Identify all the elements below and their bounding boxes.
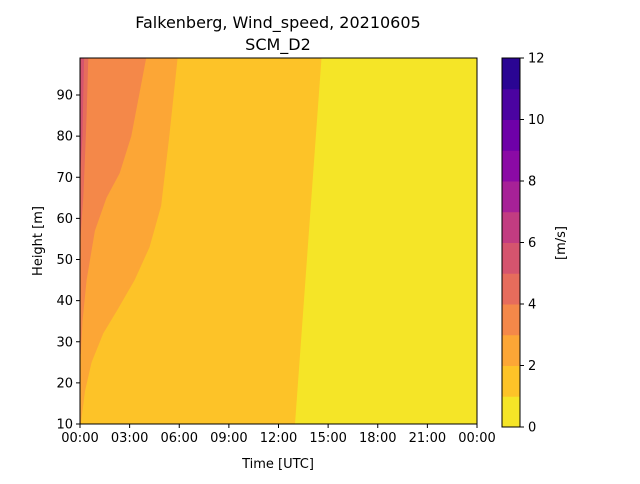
x-tick-label: 00:00 [458,431,495,446]
x-axis-label: Time [UTC] [241,457,314,472]
x-tick-label: 21:00 [409,431,446,446]
colorbar-segment [502,58,520,90]
y-tick-label: 80 [56,130,73,145]
y-axis: 10 20 30 40 50 60 70 80 90 [56,89,80,433]
colorbar-segment [502,150,520,182]
colorbar-segment [502,181,520,213]
y-tick-label: 40 [56,294,73,309]
contour-band-5-6 [80,58,85,211]
colorbar-segment [502,242,520,274]
x-tick-label: 06:00 [161,431,198,446]
colorbar-tick-label: 8 [528,175,536,190]
colorbar-segment [502,119,520,151]
x-tick-label: 18:00 [359,431,396,446]
colorbar-tick-label: 10 [528,113,545,128]
colorbar-segment [502,88,520,120]
y-tick-label: 10 [56,418,73,433]
contour-band-3-4 [80,58,147,355]
colorbar-segment [502,365,520,397]
chart-subtitle: SCM_D2 [245,35,311,55]
colorbar-tick-label: 4 [528,298,536,313]
colorbar-label: [m/s] [554,226,569,260]
colorbar-segment [502,304,520,336]
y-tick-label: 30 [56,335,73,350]
colorbar-segment [502,396,520,428]
colorbar-segment [502,211,520,243]
colorbar-tick-label: 6 [528,236,536,251]
colorbar: 0 2 4 6 8 10 12 [501,52,545,436]
chart-title: Falkenberg, Wind_speed, 20210605 [135,13,420,33]
y-tick-label: 60 [56,212,73,227]
plot-area [79,57,478,425]
y-tick-label: 70 [56,171,73,186]
x-axis: 00:00 03:00 06:00 09:00 12:00 15:00 18:00 21:00… [61,424,496,446]
y-axis-label: Height [m] [31,206,46,276]
x-tick-label: 03:00 [111,431,148,446]
x-tick-label: 00:00 [61,431,98,446]
colorbar-tick-label: 12 [528,52,545,67]
x-tick-label: 12:00 [260,431,297,446]
y-tick-label: 50 [56,253,73,268]
x-tick-label: 15:00 [309,431,346,446]
colorbar-tick-label: 2 [528,359,536,374]
colorbar-segment [502,273,520,305]
colorbar-segment [502,334,520,366]
x-tick-label: 09:00 [210,431,247,446]
y-tick-label: 20 [56,376,73,391]
y-tick-label: 90 [56,89,73,104]
colorbar-tick-label: 0 [528,421,536,436]
